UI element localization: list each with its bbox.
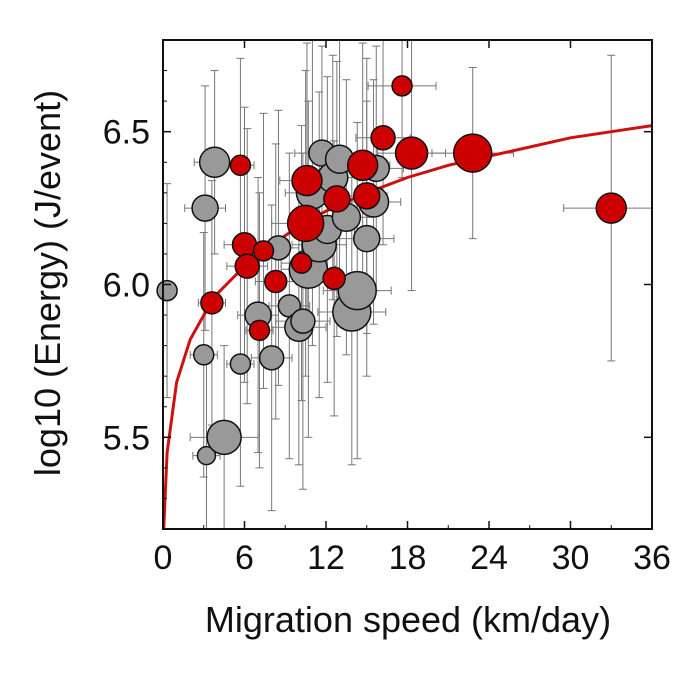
red-data-point <box>290 252 313 274</box>
fit-curve-layer <box>162 124 653 530</box>
gray-data-point <box>229 353 252 375</box>
gray-data-point <box>337 270 377 311</box>
red-data-point <box>452 133 493 173</box>
x-axis-label: Migration speed (km/day) <box>205 599 611 640</box>
red-data-point <box>263 269 288 294</box>
gray-data-point <box>191 194 219 222</box>
red-data-point <box>252 240 275 262</box>
plot-frame <box>162 39 653 530</box>
gray-data-point <box>353 224 381 253</box>
red-data-point <box>353 182 381 210</box>
red-data-point <box>322 266 346 291</box>
red-data-point <box>346 149 379 182</box>
x-tick-label: 30 <box>552 539 590 577</box>
x-tick-label: 24 <box>470 539 508 577</box>
y-tick-label: 6.0 <box>103 267 150 305</box>
x-tick-label: 12 <box>307 539 345 577</box>
red-data-point <box>394 136 429 170</box>
axes-layer: 0 6 12 18 24 30 36 5.5 6.0 6.5 <box>103 39 671 577</box>
red-data-point <box>323 185 351 213</box>
gray-data-point <box>196 445 217 466</box>
gray-data-point <box>193 344 215 366</box>
red-data-point <box>234 253 260 279</box>
x-tick-label: 0 <box>154 539 173 577</box>
red-data-point <box>291 164 323 197</box>
red-data-point <box>200 291 224 315</box>
y-tick-label: 5.5 <box>103 419 150 457</box>
fit-curve <box>162 124 653 530</box>
gray-data-point <box>206 419 242 456</box>
red-data-point <box>370 125 396 151</box>
red-data-point <box>248 319 271 342</box>
points-layer <box>156 75 627 466</box>
red-data-point <box>286 204 325 243</box>
x-tick-label: 36 <box>633 539 671 577</box>
y-tick-label: 6.5 <box>103 114 150 152</box>
error-bars-layer <box>162 39 653 530</box>
red-data-point <box>391 75 413 97</box>
red-data-point <box>231 232 258 258</box>
gray-data-point <box>290 308 316 334</box>
y-axis-label: log10 (Energy) (J/event) <box>27 90 68 476</box>
gray-data-point <box>198 146 231 178</box>
gray-data-point <box>258 345 285 371</box>
x-tick-label: 18 <box>389 539 427 577</box>
red-data-point <box>229 154 252 177</box>
gray-data-point <box>156 279 178 302</box>
x-tick-label: 6 <box>235 539 254 577</box>
red-data-point <box>595 192 627 224</box>
